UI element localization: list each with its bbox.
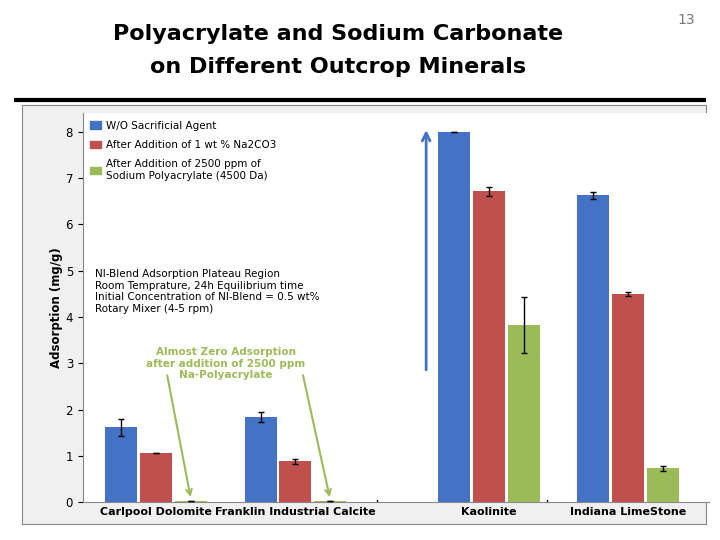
Y-axis label: Adsorption (mg/g): Adsorption (mg/g) [50,247,63,368]
Bar [175,501,207,502]
Bar [612,294,644,502]
Text: 13: 13 [678,14,695,28]
Bar [279,462,312,502]
Text: up to 18: up to 18 [438,219,451,277]
Legend: W/O Sacrificial Agent, After Addition of 1 wt % Na2CO3, After Addition of 2500 p: W/O Sacrificial Agent, After Addition of… [88,119,278,183]
Bar [140,453,172,502]
Bar [473,191,505,502]
Bar [314,501,346,502]
Text: NI-Blend Adsorption Plateau Region
Room Temprature, 24h Equilibrium time
Initial: NI-Blend Adsorption Plateau Region Room … [95,269,320,314]
Bar [438,132,470,502]
Bar [577,195,609,502]
Bar [105,427,138,502]
Text: Polyacrylate and Sodium Carbonate: Polyacrylate and Sodium Carbonate [113,24,564,44]
Text: on Different Outcrop Minerals: on Different Outcrop Minerals [150,57,526,77]
Bar [508,325,539,502]
Bar [647,468,679,502]
Bar [245,417,276,502]
Text: Almost Zero Adsorption
after addition of 2500 ppm
Na-Polyacrylate: Almost Zero Adsorption after addition of… [146,347,305,380]
